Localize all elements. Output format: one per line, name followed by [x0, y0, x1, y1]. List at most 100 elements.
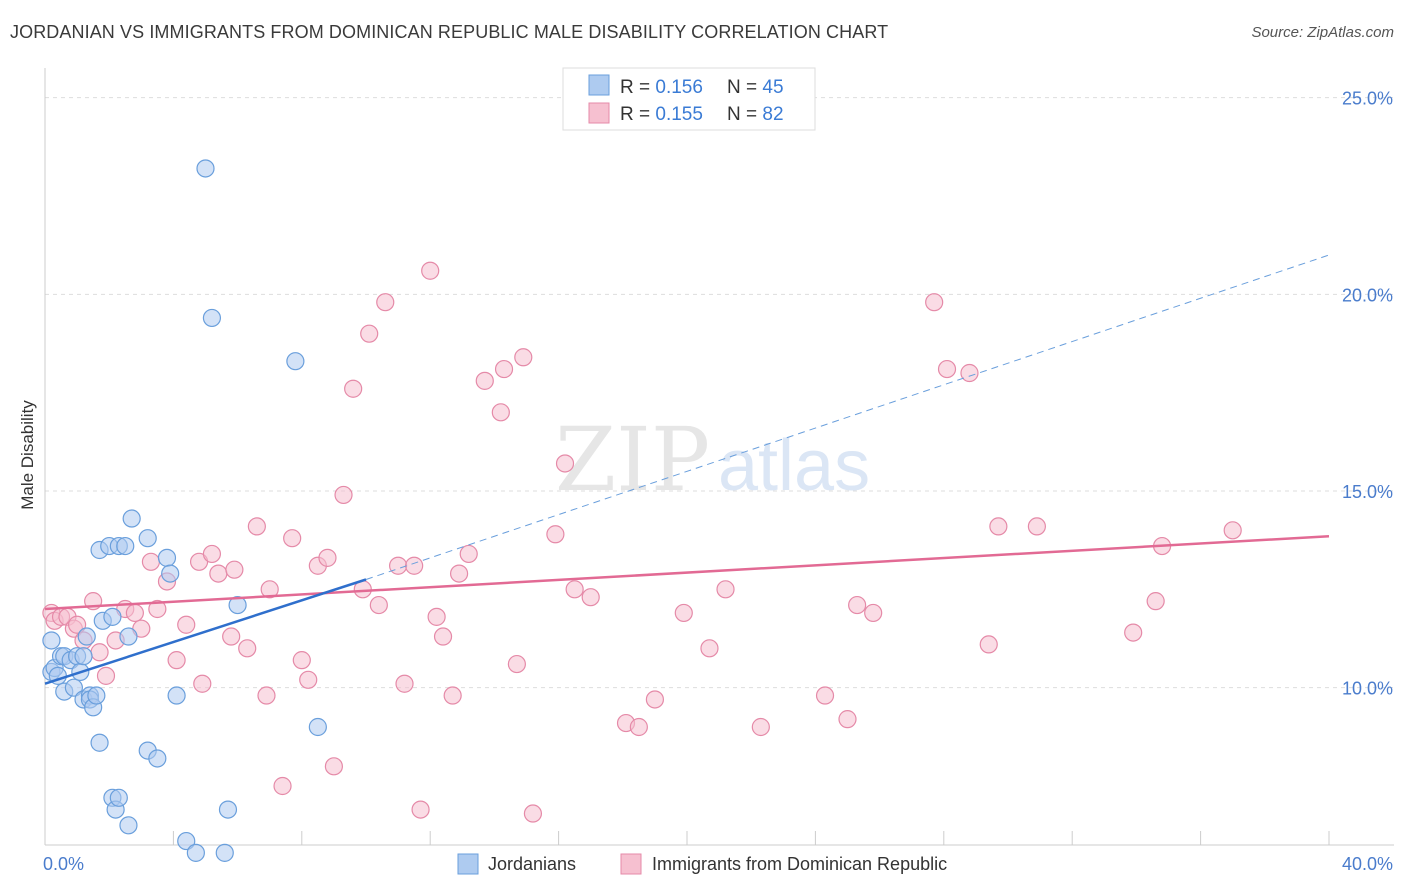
dominican-point — [645, 690, 665, 709]
series-legend: Jordanians Immigrants from Dominican Rep… — [457, 853, 947, 875]
dominican-point — [324, 757, 343, 776]
dominican-point — [238, 639, 257, 658]
legend-item-jordanians: Jordanians — [488, 854, 576, 874]
dominican-point — [815, 686, 835, 705]
jordanian-point — [116, 536, 135, 556]
jordanian-point — [177, 831, 196, 851]
y-tick-label: 20.0% — [1342, 285, 1393, 305]
dominican-point — [459, 544, 478, 564]
dominican-point — [629, 717, 648, 737]
jordanian-point — [308, 717, 327, 737]
dominican-point — [292, 651, 311, 670]
dominican-point — [260, 580, 279, 599]
dominican-point — [523, 804, 543, 823]
dominican-point — [125, 603, 144, 623]
dominican-point — [405, 556, 424, 575]
jordanian-point — [286, 352, 305, 371]
dominican-point — [376, 293, 395, 312]
legend-item-dominican: Immigrants from Dominican Republic — [652, 854, 947, 874]
legend-r-value: 0.156 — [655, 77, 703, 98]
dominican-point — [1027, 517, 1046, 536]
dominican-point — [1124, 623, 1143, 642]
x-tick-label: 40.0% — [1342, 854, 1393, 874]
y-tick-label: 25.0% — [1342, 89, 1393, 109]
dominican-point — [1146, 592, 1165, 611]
dominican-point — [411, 800, 430, 819]
dominican-point — [395, 674, 414, 693]
jordanians-trend-line — [44, 578, 367, 685]
dominican-point — [427, 607, 446, 626]
dominican-point — [937, 359, 957, 379]
x-tick-labels: 0.0% 40.0% — [43, 854, 1393, 874]
jordanian-point — [186, 843, 205, 862]
jordanian-point — [90, 733, 109, 752]
dominican-point — [838, 710, 857, 729]
dominican-point — [989, 517, 1008, 536]
dominican-point — [565, 580, 584, 599]
jordanian-point — [167, 686, 186, 705]
y-tick-labels: 10.0% 15.0% 20.0% 25.0% — [1342, 89, 1393, 699]
jordanian-point — [157, 548, 177, 567]
legend-row-jordanians: R = 0.156 N = 45 — [620, 77, 784, 98]
jordanian-point — [138, 529, 157, 548]
jordanian-point — [218, 800, 238, 819]
legend-swatch-pink — [588, 102, 610, 124]
dominican-point — [581, 588, 600, 607]
jordanian-point — [103, 607, 122, 626]
dominican-point — [257, 686, 276, 705]
gridlines — [45, 97, 1394, 689]
correlation-legend: R = 0.156 N = 45 R = 0.155 N = 82 — [562, 67, 816, 131]
legend-swatch-blue — [588, 74, 610, 96]
legend-n-value: 45 — [762, 77, 783, 98]
dominican-point — [318, 548, 337, 567]
dominican-point — [433, 627, 453, 646]
chart-title: JORDANIAN VS IMMIGRANTS FROM DOMINICAN R… — [10, 22, 889, 42]
dominican-point — [700, 639, 719, 658]
axes — [44, 68, 1394, 846]
dominican-point — [225, 560, 244, 579]
dominican-point — [1223, 521, 1242, 540]
dominican-point — [193, 674, 212, 693]
legend-r-label: R = — [620, 104, 655, 125]
jordanian-point — [119, 627, 138, 646]
legend-item-jordanians-swatch — [457, 853, 479, 875]
dominican-point — [273, 776, 292, 796]
legend-r-label: R = — [620, 77, 655, 98]
jordanian-point — [74, 647, 93, 666]
dominican-point — [360, 324, 379, 343]
x-tick-label: 0.0% — [43, 854, 84, 874]
jordanian-point — [87, 686, 106, 705]
dominican-point — [960, 363, 979, 383]
jordanian-point — [122, 509, 141, 528]
jordanian-point — [77, 627, 96, 646]
jordanian-point — [228, 595, 247, 615]
dominican-point — [209, 564, 228, 583]
dominican-point — [67, 615, 87, 634]
jordanian-point — [215, 843, 234, 862]
jordanian-point — [196, 159, 215, 178]
y-tick-label: 10.0% — [1342, 679, 1393, 699]
legend-row-dominican: R = 0.155 N = 82 — [620, 104, 784, 125]
dominican-point — [507, 654, 526, 674]
dominican-point — [421, 261, 440, 280]
dominican-point — [344, 379, 363, 398]
dominican-point — [979, 635, 998, 654]
source-label: Source: ZipAtlas.com — [1251, 24, 1394, 41]
dominican-point — [674, 603, 693, 623]
legend-n-value: 82 — [762, 104, 783, 125]
jordanian-point — [119, 816, 138, 835]
jordanian-point — [148, 749, 167, 768]
dominican-point — [369, 595, 388, 615]
dominican-point — [443, 686, 462, 705]
dominican-point — [716, 580, 735, 599]
dominican-point — [167, 651, 186, 670]
dominican-point — [247, 517, 266, 536]
trend-lines — [44, 254, 1330, 685]
dominican-point — [494, 359, 514, 379]
dominican-point — [751, 717, 770, 737]
series-dominican-points — [42, 261, 1242, 823]
jordanian-point — [109, 788, 128, 807]
dominican-point — [334, 485, 353, 505]
jordanians-trend-extension — [365, 254, 1330, 580]
